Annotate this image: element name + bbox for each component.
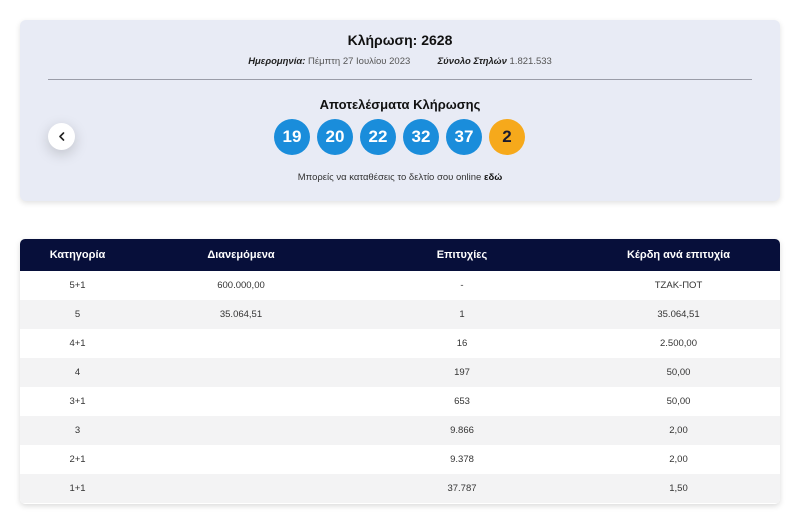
cell-prize: ΤΖΑΚ-ΠΟΤ <box>577 271 780 300</box>
table-header-row: Κατηγορία Διανεμόμενα Επιτυχίες Κέρδη αν… <box>20 239 780 271</box>
draw-title: Κλήρωση: 2628 <box>347 32 453 48</box>
cell-category: 4 <box>20 358 135 387</box>
table-row: 5 35.064,51 1 35.064,51 <box>20 300 780 329</box>
columns-label: Σύνολο Στηλών <box>437 56 507 67</box>
columns-value: 1.821.533 <box>509 56 552 67</box>
table-row: 3+1 653 50,00 <box>20 387 780 416</box>
cell-category: 5 <box>20 300 135 329</box>
cell-distributed: 35.064,51 <box>135 300 347 329</box>
cell-distributed: 600.000,00 <box>135 271 347 300</box>
online-link[interactable]: εδώ <box>483 172 503 183</box>
cell-category: 4+1 <box>20 329 135 358</box>
prize-table: Κατηγορία Διανεμόμενα Επιτυχίες Κέρδη αν… <box>20 239 780 503</box>
cell-distributed <box>135 387 347 416</box>
cell-prize: 2,00 <box>577 416 780 445</box>
number-ball: 20 <box>317 119 353 155</box>
header-winners: Επιτυχίες <box>347 239 577 271</box>
cell-winners: 1 <box>347 300 577 329</box>
joker-ball: 2 <box>489 119 525 155</box>
cell-prize: 50,00 <box>577 387 780 416</box>
winning-numbers: 19 20 22 32 37 2 <box>274 119 525 155</box>
number-ball: 37 <box>446 119 482 155</box>
cell-prize: 50,00 <box>577 358 780 387</box>
cell-winners: - <box>347 271 577 300</box>
cell-winners: 37.787 <box>347 474 577 503</box>
cell-winners: 9.378 <box>347 445 577 474</box>
cell-winners: 197 <box>347 358 577 387</box>
prize-table-container: Κατηγορία Διανεμόμενα Επιτυχίες Κέρδη αν… <box>20 239 780 504</box>
cell-distributed <box>135 329 347 358</box>
cell-category: 2+1 <box>20 445 135 474</box>
date-value: Πέμπτη 27 Ιουλίου 2023 <box>308 56 411 67</box>
table-row: 4 197 50,00 <box>20 358 780 387</box>
header-distributed: Διανεμόμενα <box>135 239 347 271</box>
cell-category: 1+1 <box>20 474 135 503</box>
cell-prize: 2.500,00 <box>577 329 780 358</box>
number-ball: 32 <box>403 119 439 155</box>
table-row: 4+1 16 2.500,00 <box>20 329 780 358</box>
table-row: 2+1 9.378 2,00 <box>20 445 780 474</box>
draw-meta: Ημερομηνία: Πέμπτη 27 Ιουλίου 2023 Σύνολ… <box>20 56 780 67</box>
divider <box>48 79 752 80</box>
number-ball: 22 <box>360 119 396 155</box>
online-play-note: Μπορείς να καταθέσεις το δελτίο σου onli… <box>20 172 780 183</box>
cell-distributed <box>135 416 347 445</box>
results-title: Αποτελέσματα Κλήρωσης <box>319 97 481 112</box>
header-category: Κατηγορία <box>20 239 135 271</box>
cell-distributed <box>135 474 347 503</box>
number-ball: 19 <box>274 119 310 155</box>
cell-prize: 35.064,51 <box>577 300 780 329</box>
cell-prize: 2,00 <box>577 445 780 474</box>
online-text: Μπορείς να καταθέσεις το δελτίο σου onli… <box>297 172 482 183</box>
draw-results-card: Κλήρωση: 2628 Ημερομηνία: Πέμπτη 27 Ιουλ… <box>20 20 780 201</box>
previous-draw-button[interactable] <box>48 123 75 150</box>
cell-winners: 653 <box>347 387 577 416</box>
cell-distributed <box>135 358 347 387</box>
cell-prize: 1,50 <box>577 474 780 503</box>
header-prize-per-winner: Κέρδη ανά επιτυχία <box>577 239 780 271</box>
date-label: Ημερομηνία: <box>248 56 306 67</box>
table-row: 5+1 600.000,00 - ΤΖΑΚ-ΠΟΤ <box>20 271 780 300</box>
cell-category: 5+1 <box>20 271 135 300</box>
cell-winners: 16 <box>347 329 577 358</box>
cell-winners: 9.866 <box>347 416 577 445</box>
table-row: 1+1 37.787 1,50 <box>20 474 780 503</box>
cell-category: 3 <box>20 416 135 445</box>
cell-distributed <box>135 445 347 474</box>
chevron-left-icon <box>58 132 64 141</box>
table-row: 3 9.866 2,00 <box>20 416 780 445</box>
cell-category: 3+1 <box>20 387 135 416</box>
